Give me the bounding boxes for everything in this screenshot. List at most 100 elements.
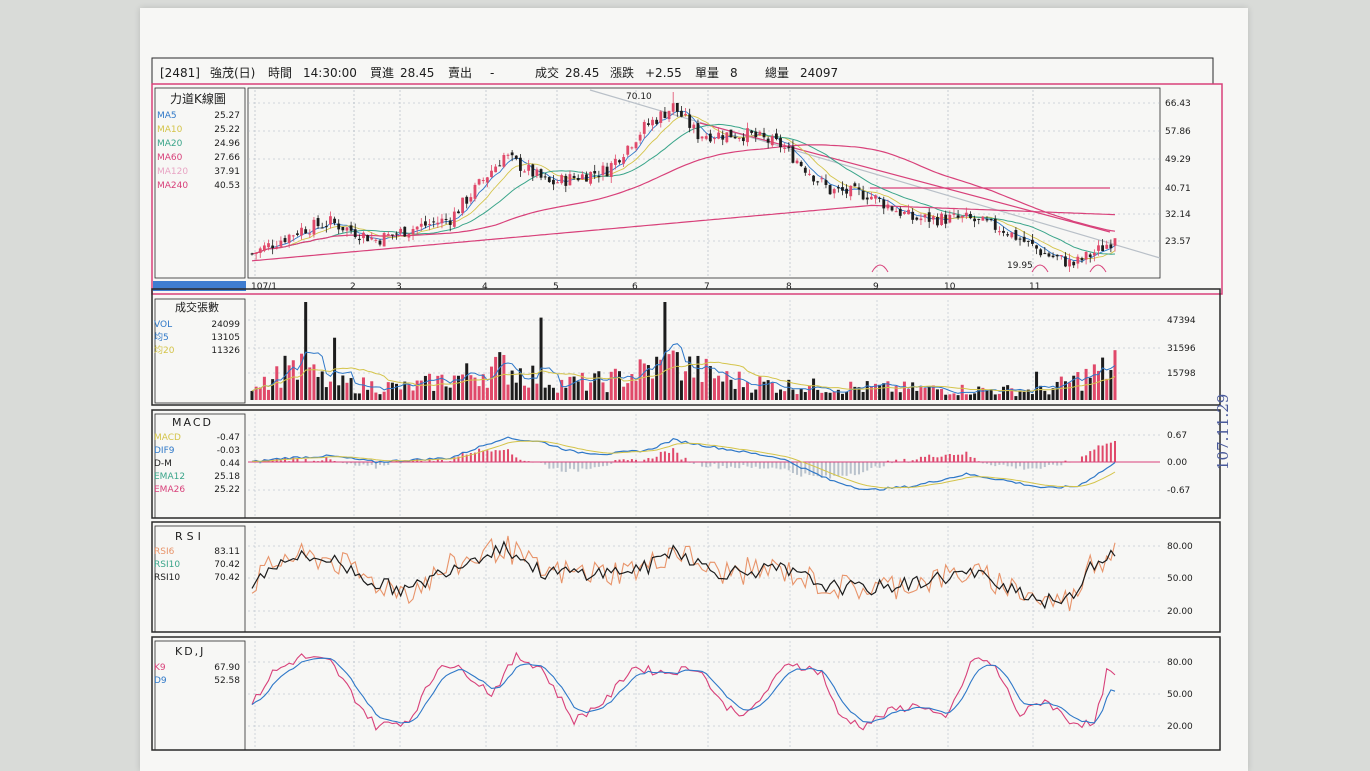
- volume-bar: [366, 389, 370, 400]
- candle-body: [436, 222, 440, 225]
- macd-hist-bar: [1027, 462, 1030, 469]
- month-label: 8: [786, 282, 792, 292]
- candle-body: [634, 142, 638, 149]
- volume-bar: [964, 394, 968, 400]
- macd-hist-bar: [808, 462, 811, 476]
- macd-hist-bar: [734, 462, 737, 468]
- volume-panel-title: 成交張數: [175, 300, 219, 314]
- candle-body: [944, 214, 948, 224]
- macd-axis: 0.67 0.00 -0.67: [1167, 431, 1190, 496]
- macd-hist-bar: [870, 462, 873, 468]
- volume-bar: [948, 394, 952, 400]
- volume-bar: [622, 386, 626, 400]
- candle-body: [795, 160, 799, 164]
- ma-legend-value: 24.96: [214, 139, 240, 149]
- legend-name: 均5: [154, 331, 169, 343]
- volume-bar: [869, 386, 873, 400]
- volume-bar: [461, 374, 465, 400]
- volume-bar: [750, 392, 754, 400]
- macd-lines: [248, 436, 1160, 491]
- unit-label: 單量: [695, 66, 719, 80]
- volume-bar: [1088, 377, 1092, 400]
- candle-body: [931, 216, 935, 220]
- ma-legend-name: MA60: [157, 153, 183, 163]
- volume-bar: [741, 387, 745, 400]
- macd-hist-bar: [750, 462, 753, 468]
- volume-bar: [419, 380, 423, 400]
- candle-body: [820, 178, 824, 180]
- volume-bar: [477, 386, 481, 400]
- volume-bar: [626, 383, 630, 400]
- candle-body: [419, 223, 423, 227]
- candle-body: [320, 227, 324, 229]
- candle-body: [1059, 255, 1063, 257]
- candle-body: [1072, 261, 1076, 266]
- month-label: 9: [873, 282, 879, 292]
- candle-body: [485, 177, 489, 183]
- macd-hist-bar: [779, 462, 782, 470]
- month-label: 2: [350, 282, 356, 292]
- macd-hist-bar: [663, 451, 666, 462]
- macd-hist-bar: [655, 456, 658, 462]
- price-tick-label: 57.86: [1165, 127, 1191, 137]
- rsi-legend-box: [154, 525, 246, 633]
- volume-bar: [729, 379, 733, 400]
- legend-name: RSI6: [154, 547, 175, 557]
- total-label: 總量: [765, 65, 789, 80]
- volume-bar: [696, 355, 700, 400]
- macd-hist-bar: [845, 462, 848, 476]
- volume-bar: [456, 375, 460, 400]
- candle-body: [824, 180, 828, 185]
- candle-body: [911, 211, 915, 220]
- volume-bar: [708, 366, 712, 400]
- macd-hist-bar: [321, 460, 324, 462]
- macd-hist-bar: [932, 456, 935, 462]
- candle-body: [382, 233, 386, 247]
- volume-bar: [754, 389, 758, 400]
- time-label: 時間: [268, 66, 292, 80]
- candle-body: [1026, 240, 1030, 242]
- volume-bar: [944, 394, 948, 400]
- volume-bar: [940, 388, 944, 400]
- macd-hist-bar: [676, 452, 679, 462]
- volume-bar: [1006, 385, 1010, 400]
- volume-bar: [770, 382, 774, 400]
- macd-hist-bar: [383, 462, 386, 466]
- candle-body: [1014, 230, 1018, 240]
- macd-hist-bar: [886, 460, 889, 462]
- macd-panel-frame: [151, 409, 1221, 519]
- candle-body: [717, 132, 720, 139]
- month-label: 10: [944, 282, 956, 292]
- candle-body: [869, 196, 873, 200]
- tick-label: 47394: [1167, 316, 1196, 326]
- candle-body: [1039, 249, 1043, 256]
- volume-bar: [597, 371, 601, 400]
- candle-body: [754, 131, 758, 138]
- candle-body: [283, 238, 287, 243]
- candle-body: [580, 174, 584, 180]
- volume-bar: [931, 385, 935, 400]
- macd-hist-bar: [680, 459, 683, 462]
- macd-hist-bar: [1056, 462, 1059, 466]
- volume-bar: [560, 379, 564, 400]
- macd-hist-bar: [374, 462, 377, 469]
- volume-bar: [518, 368, 522, 400]
- candle-body: [675, 102, 679, 112]
- volume-bar: [886, 381, 890, 400]
- ma-legend-value: 25.22: [214, 125, 240, 135]
- candle-body: [428, 223, 431, 225]
- legend-name: RSI10: [154, 573, 180, 583]
- volume-bar: [295, 379, 299, 400]
- candle-body: [799, 161, 803, 166]
- macd-hist-bar: [362, 462, 365, 465]
- candle-body: [349, 225, 353, 231]
- legend-value: 24099: [211, 320, 240, 330]
- macd-hist-bar: [668, 452, 671, 462]
- candle-body: [812, 175, 815, 182]
- candle-body: [808, 173, 811, 175]
- candle-body: [390, 234, 394, 236]
- volume-averages: [251, 343, 1116, 394]
- scroll-track[interactable]: [153, 281, 246, 291]
- macd-hist-bar: [787, 462, 790, 471]
- volume-bar: [258, 387, 262, 400]
